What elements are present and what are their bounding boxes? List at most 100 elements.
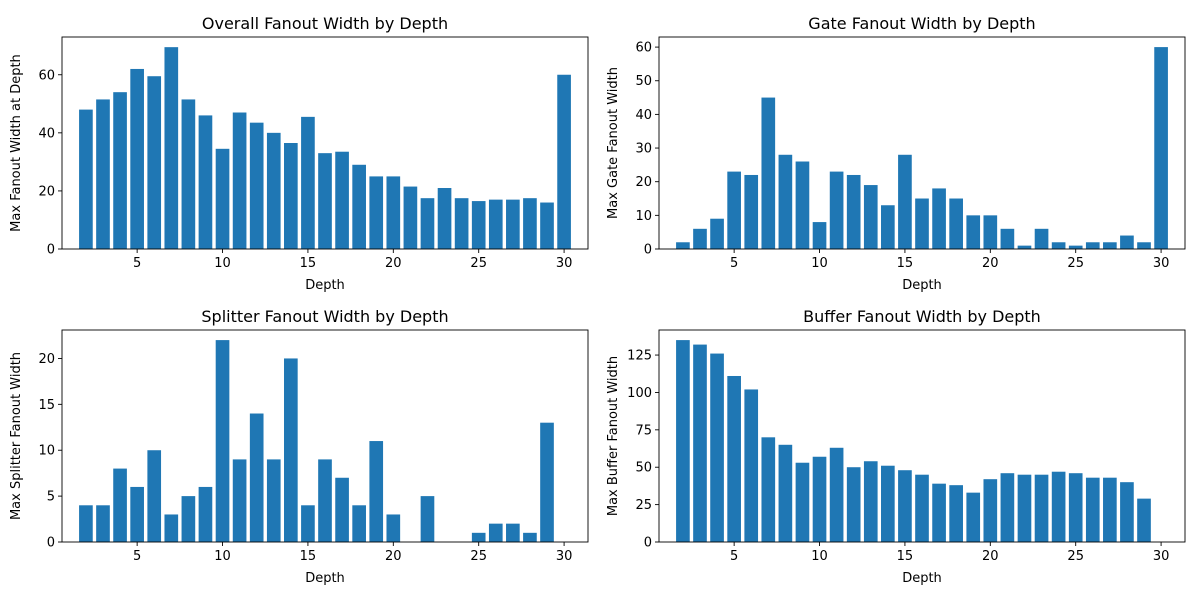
splitter-bar-depth-28 [523,532,537,542]
splitter-bar-depth-29 [540,422,554,542]
gate-bar-depth-29 [1137,242,1151,249]
splitter-x-tick-label: 10 [214,549,231,564]
gate-bar-depth-18 [949,198,963,249]
splitter-plot-frame [61,329,589,543]
splitter-bar-depth-11 [232,459,247,542]
overall-x-tick-label: 25 [470,256,487,271]
splitter-chart-title: Splitter Fanout Width by Depth [201,307,448,326]
buffer-bar-depth-27 [1103,477,1117,542]
gate-x-tick-label: 10 [811,256,828,271]
overall-plot-frame [61,36,589,250]
gate-plot-frame [658,36,1186,250]
overall-y-tick-label: 40 [38,126,55,141]
gate-x-tick-label: 20 [982,256,999,271]
overall-bar-depth-9 [198,115,213,249]
buffer-bar-depth-12 [846,467,861,542]
splitter-bar-depth-19 [369,441,384,542]
overall-bar-depth-27 [506,199,520,249]
buffer-bar-depth-13 [863,461,878,542]
splitter-bar-depth-4 [113,468,127,542]
overall-bar-depth-23 [437,188,452,249]
buffer-bar-depth-22 [1017,474,1032,542]
overall-bar-depth-29 [540,202,554,249]
overall-bar-depth-17 [335,151,349,249]
splitter-bar-depth-20 [386,514,401,542]
splitter-bar-depth-10 [215,340,230,542]
gate-y-tick-label: 20 [635,175,652,190]
buffer-bar-depth-26 [1085,477,1100,542]
overall-y-axis-label: Max Fanout Width at Depth [9,54,24,232]
gate-x-tick-label: 15 [897,256,914,271]
splitter-bar-depth-15 [301,505,315,542]
splitter-bar-depth-14 [284,358,298,542]
splitter-x-tick-label: 15 [300,549,317,564]
gate-bar-depth-25 [1068,245,1083,249]
overall-bar-depth-8 [181,99,196,249]
buffer-plot-frame [658,329,1186,543]
overall-bar-depth-15 [301,116,315,249]
gate-bar-depth-27 [1103,242,1117,249]
gate-bar-depth-17 [932,188,946,249]
gate-bar-depth-13 [863,185,878,249]
buffer-bar-depth-28 [1120,482,1134,542]
splitter-bar-depth-7 [164,514,179,542]
gate-bar-depth-30 [1154,47,1168,249]
buffer-chart-title: Buffer Fanout Width by Depth [803,307,1041,326]
gate-y-tick-label: 30 [635,142,652,157]
buffer-y-tick-label: 75 [635,423,652,438]
gate-y-tick-label: 0 [644,243,652,258]
overall-x-tick-label: 30 [556,256,573,271]
overall-bar-depth-3 [96,99,110,249]
overall-x-axis-label: Depth [305,278,345,293]
buffer-bar-depth-11 [829,447,844,542]
splitter-x-tick-label: 25 [470,549,487,564]
overall-bar-depth-20 [386,176,401,249]
overall-bar-depth-7 [164,47,179,249]
buffer-x-tick-label: 20 [982,549,999,564]
gate-bar-depth-21 [1000,228,1015,249]
gate-x-tick-label: 25 [1067,256,1084,271]
buffer-bar-depth-17 [932,483,946,542]
splitter-x-tick-label: 5 [133,549,141,564]
gate-y-tick-label: 10 [635,209,652,224]
overall-bar-depth-25 [471,201,486,249]
buffer-bar-depth-19 [966,492,981,542]
splitter-bar-depth-3 [96,505,110,542]
buffer-bar-depth-23 [1034,474,1049,542]
overall-bar-depth-10 [215,148,230,249]
gate-bar-depth-24 [1051,242,1066,249]
splitter-bar-depth-12 [249,413,264,542]
overall-chart-title: Overall Fanout Width by Depth [202,14,448,33]
gate-bar-depth-8 [778,154,793,249]
buffer-bar-depth-16 [915,474,929,542]
gate-bar-depth-2 [676,242,690,249]
splitter-y-tick-label: 20 [38,352,55,367]
overall-y-tick-label: 20 [38,184,55,199]
gate-bar-depth-11 [829,171,844,249]
gate-bar-depth-23 [1034,228,1049,249]
overall-bar-depth-16 [318,153,332,249]
gate-bar-depth-20 [983,215,998,249]
buffer-y-tick-label: 25 [635,498,652,513]
splitter-y-tick-label: 10 [38,444,55,459]
buffer-bar-depth-21 [1000,473,1015,542]
overall-x-tick-label: 20 [385,256,402,271]
overall-bar-depth-22 [420,198,435,249]
gate-y-tick-label: 40 [635,108,652,123]
splitter-bar-depth-13 [266,459,281,542]
gate-chart: 5 10 15 20 25 30 0 10 20 30 40 50 60 Gate Fanout Widt… [606,14,1186,293]
gate-x-axis-label: Depth [902,278,942,293]
gate-bar-depth-26 [1085,242,1100,249]
buffer-bar-depth-3 [693,344,707,542]
splitter-bar-depth-5 [130,486,144,542]
splitter-bar-depth-9 [198,486,213,542]
buffer-x-tick-label: 25 [1067,549,1084,564]
gate-bar-depth-4 [710,218,724,249]
buffer-bar-depth-2 [676,340,690,542]
overall-y-tick-label: 0 [47,243,55,258]
buffer-y-tick-label: 0 [644,536,652,551]
splitter-bar-depth-27 [506,523,520,542]
splitter-y-tick-label: 15 [38,398,55,413]
overall-bar-depth-24 [454,198,469,249]
splitter-x-tick-label: 30 [556,549,573,564]
